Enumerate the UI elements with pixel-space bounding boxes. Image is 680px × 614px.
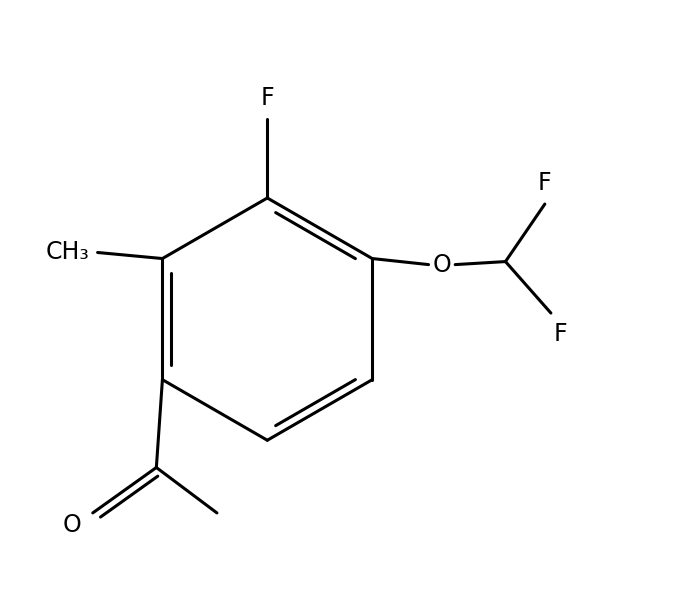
Text: CH₃: CH₃ [46, 241, 90, 265]
Text: F: F [538, 171, 551, 195]
Text: F: F [260, 86, 274, 110]
Text: F: F [554, 322, 568, 346]
Text: O: O [63, 513, 82, 537]
Text: O: O [432, 252, 452, 276]
